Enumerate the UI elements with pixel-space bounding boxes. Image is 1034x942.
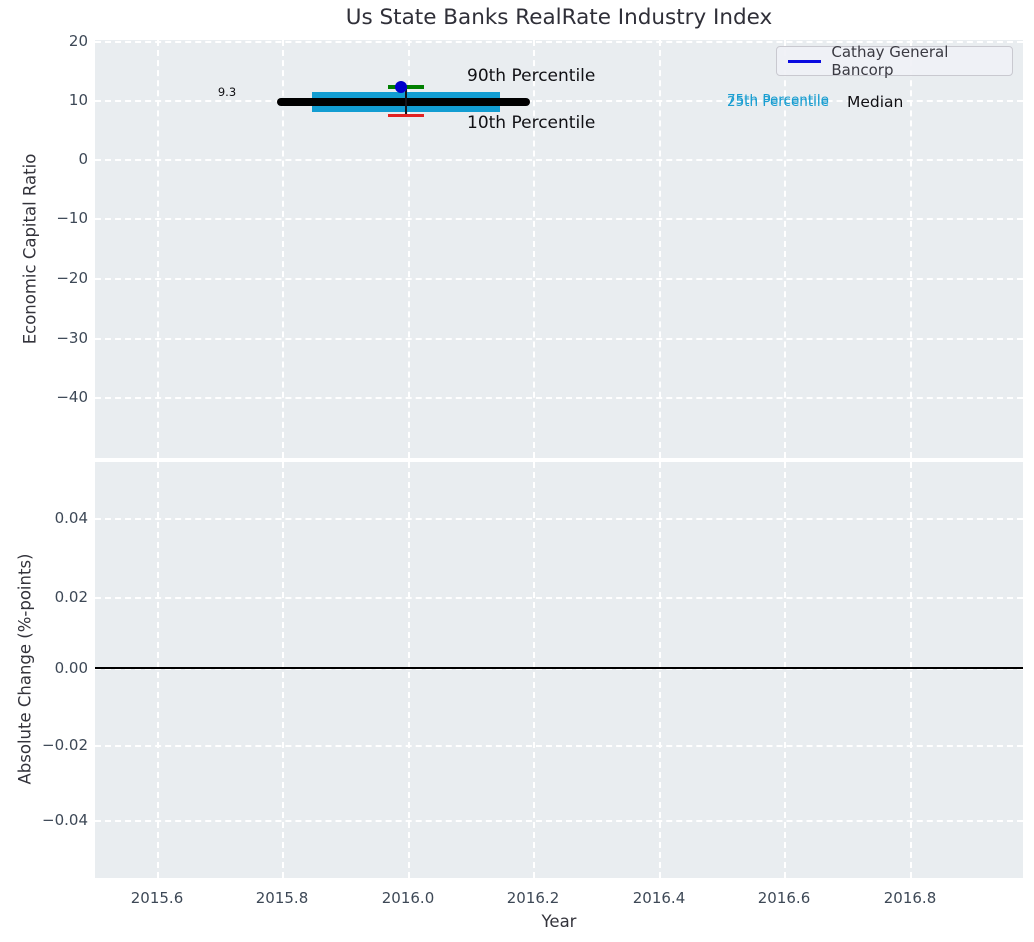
gridline-v bbox=[910, 462, 912, 878]
x-axis-label: Year bbox=[541, 912, 577, 931]
ytick-top: −30 bbox=[56, 329, 88, 347]
gridline-v bbox=[282, 40, 284, 458]
gridline-h bbox=[95, 338, 1023, 340]
median-bar bbox=[277, 98, 530, 106]
gridline-h bbox=[95, 41, 1023, 43]
xtick: 2016.6 bbox=[757, 889, 811, 907]
gridline-v bbox=[659, 40, 661, 458]
gridline-h bbox=[95, 397, 1023, 399]
gridline-v bbox=[784, 40, 786, 458]
gridline-h bbox=[95, 100, 1023, 102]
chart-title: Us State Banks RealRate Industry Index bbox=[345, 5, 773, 30]
xtick: 2015.6 bbox=[130, 889, 184, 907]
legend-line-sample-icon bbox=[788, 59, 822, 63]
gridline-h bbox=[95, 218, 1023, 220]
ytick-top: −10 bbox=[56, 209, 88, 227]
ytick-bottom: 0.02 bbox=[54, 588, 88, 606]
xtick: 2016.4 bbox=[632, 889, 686, 907]
annotation-median: Median bbox=[847, 93, 904, 111]
gridline-h bbox=[95, 668, 1023, 670]
y-axis-label-top: Economic Capital Ratio bbox=[20, 153, 40, 345]
ytick-bottom: 0.00 bbox=[54, 659, 88, 677]
gridline-h bbox=[95, 159, 1023, 161]
xtick: 2016.0 bbox=[381, 889, 435, 907]
gridline-v bbox=[157, 40, 159, 458]
annotation-90th-percentile: 90th Percentile bbox=[467, 66, 596, 86]
annotation-10th-percentile: 10th Percentile bbox=[467, 113, 596, 133]
gridline-v bbox=[910, 40, 912, 458]
median-value-label: 9.3 bbox=[217, 85, 237, 99]
ytick-top: −40 bbox=[56, 388, 88, 406]
ytick-top: 0 bbox=[78, 150, 88, 168]
gridline-v bbox=[533, 40, 535, 458]
xtick: 2016.2 bbox=[506, 889, 560, 907]
top-panel-plot-area: 9.3 90th Percentile 10th Percentile 75th… bbox=[95, 40, 1023, 458]
y-axis-label-bottom: Absolute Change (%-points) bbox=[15, 553, 35, 785]
gridline-v bbox=[659, 462, 661, 878]
bottom-panel-plot-area bbox=[95, 462, 1023, 878]
ytick-top: −20 bbox=[56, 269, 88, 287]
gridline-v bbox=[282, 462, 284, 878]
ytick-bottom: −0.04 bbox=[42, 811, 88, 829]
ytick-bottom: −0.02 bbox=[42, 736, 88, 754]
legend-entry-label: Cathay General Bancorp bbox=[831, 43, 949, 79]
xtick: 2016.8 bbox=[883, 889, 937, 907]
gridline-h bbox=[95, 597, 1023, 599]
annotation-75th-percentile: 75th Percentile bbox=[727, 92, 829, 108]
gridline-h bbox=[95, 518, 1023, 520]
legend-box: Cathay General Bancorp bbox=[776, 43, 1013, 79]
ytick-top: 20 bbox=[68, 32, 88, 50]
gridline-v bbox=[408, 40, 410, 458]
gridline-v bbox=[784, 462, 786, 878]
percentile-whisker-line bbox=[405, 86, 407, 116]
gridline-h bbox=[95, 745, 1023, 747]
gridline-v bbox=[533, 462, 535, 878]
company-data-point bbox=[395, 81, 407, 93]
zero-baseline bbox=[95, 667, 1023, 669]
gridline-h bbox=[95, 820, 1023, 822]
p10-whisker-cap bbox=[388, 114, 424, 117]
gridline-v bbox=[408, 462, 410, 878]
gridline-h bbox=[95, 278, 1023, 280]
xtick: 2015.8 bbox=[255, 889, 309, 907]
ytick-bottom: 0.04 bbox=[54, 509, 88, 527]
ytick-top: 10 bbox=[68, 91, 88, 109]
gridline-v bbox=[157, 462, 159, 878]
annotation-25th-percentile: 25th Percentile bbox=[727, 93, 829, 110]
